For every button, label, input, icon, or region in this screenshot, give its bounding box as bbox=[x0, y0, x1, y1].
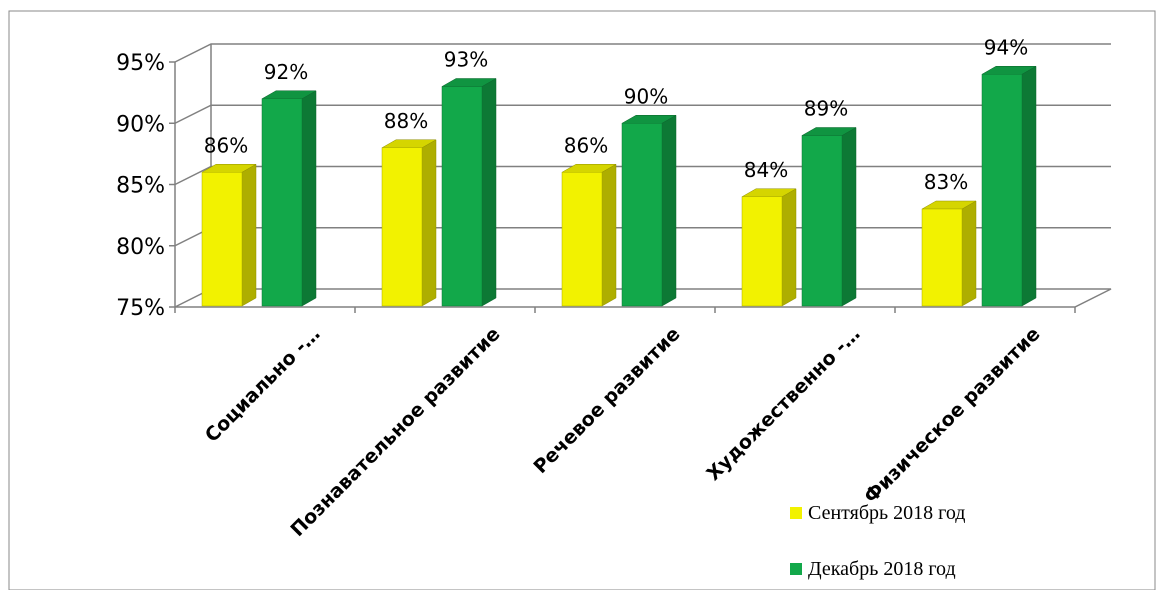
bar-december bbox=[801, 127, 857, 307]
y-tick-label: 80% bbox=[116, 235, 165, 260]
bar-side bbox=[241, 163, 257, 307]
y-tick-label: 85% bbox=[116, 174, 165, 199]
category-label: Речевое развитие bbox=[529, 323, 684, 478]
category-label: Художественно -… bbox=[702, 323, 864, 485]
bar-front bbox=[201, 172, 243, 307]
bar-december bbox=[981, 65, 1037, 307]
category-label: Познавательное развитие bbox=[287, 323, 505, 541]
bar-december bbox=[441, 78, 497, 307]
bar-side bbox=[421, 139, 437, 307]
data-label: 86% bbox=[204, 133, 248, 157]
legend-label-december: Декабрь 2018 год bbox=[808, 557, 956, 580]
bar-side bbox=[661, 114, 677, 307]
gridline bbox=[174, 104, 1111, 124]
bar-front bbox=[441, 86, 483, 307]
data-label: 90% bbox=[624, 84, 668, 108]
bar-side bbox=[961, 200, 977, 307]
bar-september bbox=[741, 188, 797, 307]
legend-item-december: Декабрь 2018 год bbox=[790, 554, 965, 584]
y-tick-label: 75% bbox=[116, 296, 165, 321]
category-label: Физическое развитие bbox=[860, 323, 1045, 508]
legend-swatch-december bbox=[790, 563, 802, 575]
bar-front bbox=[741, 196, 783, 307]
data-label: 89% bbox=[804, 97, 848, 121]
bar-september bbox=[381, 139, 437, 307]
bar-september bbox=[921, 200, 977, 307]
bar-front bbox=[621, 123, 663, 307]
bar-side bbox=[841, 127, 857, 307]
y-tick-label: 95% bbox=[116, 51, 165, 76]
legend-label-september: Сентябрь 2018 год bbox=[808, 501, 966, 524]
data-label: 84% bbox=[744, 158, 788, 182]
bar-front bbox=[921, 208, 963, 307]
y-tick-label: 90% bbox=[116, 112, 165, 137]
bar-side bbox=[781, 188, 797, 307]
data-label: 88% bbox=[384, 109, 428, 133]
bar-side bbox=[481, 78, 497, 307]
bar-december bbox=[621, 114, 677, 307]
bar-front bbox=[981, 74, 1023, 307]
data-label: 83% bbox=[924, 170, 968, 194]
gridline bbox=[174, 43, 1111, 63]
bar-front bbox=[261, 98, 303, 307]
bar-front bbox=[381, 147, 423, 307]
legend: Сентябрь 2018 год Декабрь 2018 год bbox=[790, 498, 965, 610]
bar-front bbox=[801, 135, 843, 307]
bar-side bbox=[601, 163, 617, 307]
data-label: 92% bbox=[264, 60, 308, 84]
category-label: Социально -… bbox=[201, 323, 325, 447]
bar-front bbox=[561, 172, 603, 307]
bar-side bbox=[301, 90, 317, 307]
bar-side bbox=[1021, 65, 1037, 307]
legend-item-september: Сентябрь 2018 год bbox=[790, 498, 965, 528]
data-label: 94% bbox=[984, 35, 1028, 59]
bar-september bbox=[561, 163, 617, 307]
bar-chart: 86% 92% 88% 93% 86% 90% 84% 89% 83% 94% 75% 80% 85%… bbox=[8, 10, 1156, 591]
data-label: 86% bbox=[564, 133, 608, 157]
bar-december bbox=[261, 90, 317, 307]
data-label: 93% bbox=[444, 48, 488, 72]
bar-september bbox=[201, 163, 257, 307]
chart-floor bbox=[174, 288, 1112, 308]
chart-area: 86% 92% 88% 93% 86% 90% 84% 89% 83% 94% 75% 80% 85%… bbox=[8, 10, 1156, 591]
legend-swatch-september bbox=[790, 507, 802, 519]
